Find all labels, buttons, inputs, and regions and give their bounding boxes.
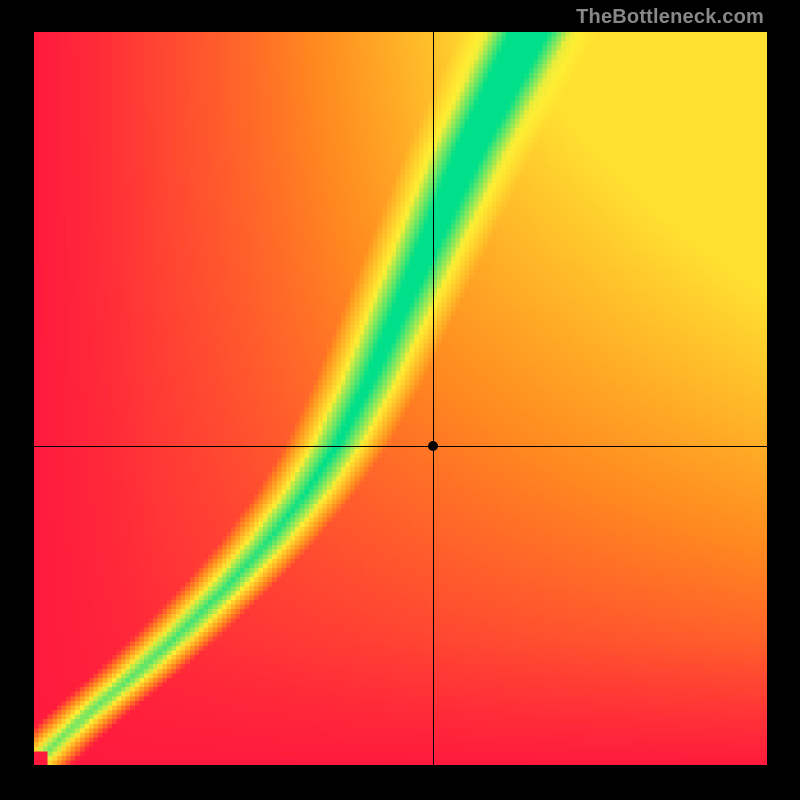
crosshair-marker xyxy=(428,441,438,451)
crosshair-horizontal xyxy=(34,446,767,447)
heatmap-canvas xyxy=(34,32,767,765)
crosshair-vertical xyxy=(433,32,434,765)
heatmap-plot xyxy=(34,32,767,765)
attribution-text: TheBottleneck.com xyxy=(576,6,764,29)
